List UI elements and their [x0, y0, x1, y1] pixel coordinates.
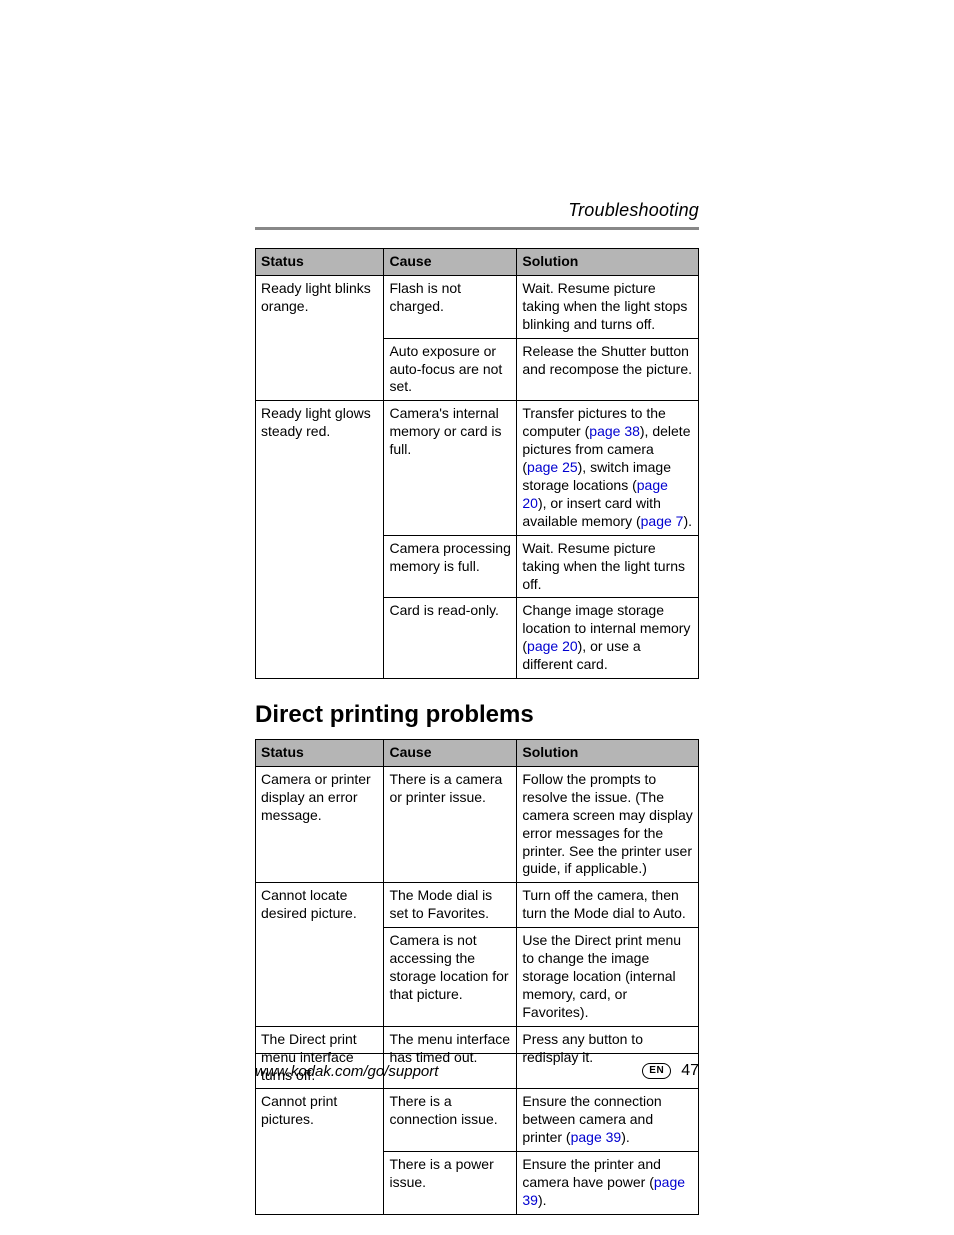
page-link[interactable]: page 39: [571, 1129, 622, 1145]
solution-cell: Transfer pictures to the computer (page …: [517, 401, 699, 535]
cause-cell: Card is read-only.: [384, 598, 517, 679]
solution-cell: Wait. Resume picture taking when the lig…: [517, 275, 699, 338]
status-cell: Cannot print pictures.: [256, 1089, 384, 1214]
page: Troubleshooting Status Cause Solution Re…: [0, 0, 954, 1235]
table-row: Cannot locate desired picture.The Mode d…: [256, 883, 699, 928]
troubleshooting-table-2: Status Cause Solution Camera or printer …: [255, 739, 699, 1215]
cause-cell: There is a connection issue.: [384, 1089, 517, 1152]
cause-cell: Camera processing memory is full.: [384, 535, 517, 598]
footer-url: www.kodak.com/go/support: [255, 1063, 438, 1080]
status-cell: Camera or printer display an error messa…: [256, 766, 384, 882]
page-link[interactable]: page 25: [527, 459, 578, 475]
cause-cell: There is a camera or printer issue.: [384, 766, 517, 882]
col-status: Status: [256, 249, 384, 276]
page-footer: www.kodak.com/go/support EN 47: [255, 1053, 699, 1080]
status-cell: Cannot locate desired picture.: [256, 883, 384, 1026]
table-row: Ready light blinks orange.Flash is not c…: [256, 275, 699, 338]
cause-cell: Auto exposure or auto-focus are not set.: [384, 338, 517, 401]
footer-right: EN 47: [642, 1062, 699, 1080]
heading-direct-printing: Direct printing problems: [255, 701, 699, 729]
page-link[interactable]: page 20: [522, 477, 668, 511]
status-cell: Ready light glows steady red.: [256, 401, 384, 679]
page-link[interactable]: page 38: [589, 423, 640, 439]
table1-body: Ready light blinks orange.Flash is not c…: [256, 275, 699, 678]
solution-cell: Turn off the camera, then turn the Mode …: [517, 883, 699, 928]
col-solution: Solution: [517, 740, 699, 767]
col-cause: Cause: [384, 249, 517, 276]
cause-cell: There is a power issue.: [384, 1152, 517, 1215]
cause-cell: Flash is not charged.: [384, 275, 517, 338]
solution-cell: Release the Shutter button and recompose…: [517, 338, 699, 401]
cause-cell: Camera's internal memory or card is full…: [384, 401, 517, 535]
table-row: Ready light glows steady red.Camera's in…: [256, 401, 699, 535]
table-header-row: Status Cause Solution: [256, 740, 699, 767]
status-cell: Ready light blinks orange.: [256, 275, 384, 400]
page-number: 47: [681, 1062, 699, 1080]
cause-cell: The Mode dial is set to Favorites.: [384, 883, 517, 928]
cause-cell: Camera is not accessing the storage loca…: [384, 928, 517, 1027]
page-link[interactable]: page 20: [527, 638, 578, 654]
solution-cell: Wait. Resume picture taking when the lig…: [517, 535, 699, 598]
section-header: Troubleshooting: [255, 200, 699, 230]
solution-cell: Use the Direct print menu to change the …: [517, 928, 699, 1027]
solution-cell: Ensure the printer and camera have power…: [517, 1152, 699, 1215]
solution-cell: Change image storage location to interna…: [517, 598, 699, 679]
col-solution: Solution: [517, 249, 699, 276]
page-link[interactable]: page 7: [641, 513, 684, 529]
troubleshooting-table-1: Status Cause Solution Ready light blinks…: [255, 248, 699, 679]
col-status: Status: [256, 740, 384, 767]
table-row: Camera or printer display an error messa…: [256, 766, 699, 882]
table2-body: Camera or printer display an error messa…: [256, 766, 699, 1214]
solution-cell: Ensure the connection between camera and…: [517, 1089, 699, 1152]
table-row: Cannot print pictures.There is a connect…: [256, 1089, 699, 1152]
language-badge: EN: [642, 1063, 671, 1079]
page-link[interactable]: page 39: [522, 1174, 685, 1208]
solution-cell: Follow the prompts to resolve the issue.…: [517, 766, 699, 882]
col-cause: Cause: [384, 740, 517, 767]
table-header-row: Status Cause Solution: [256, 249, 699, 276]
